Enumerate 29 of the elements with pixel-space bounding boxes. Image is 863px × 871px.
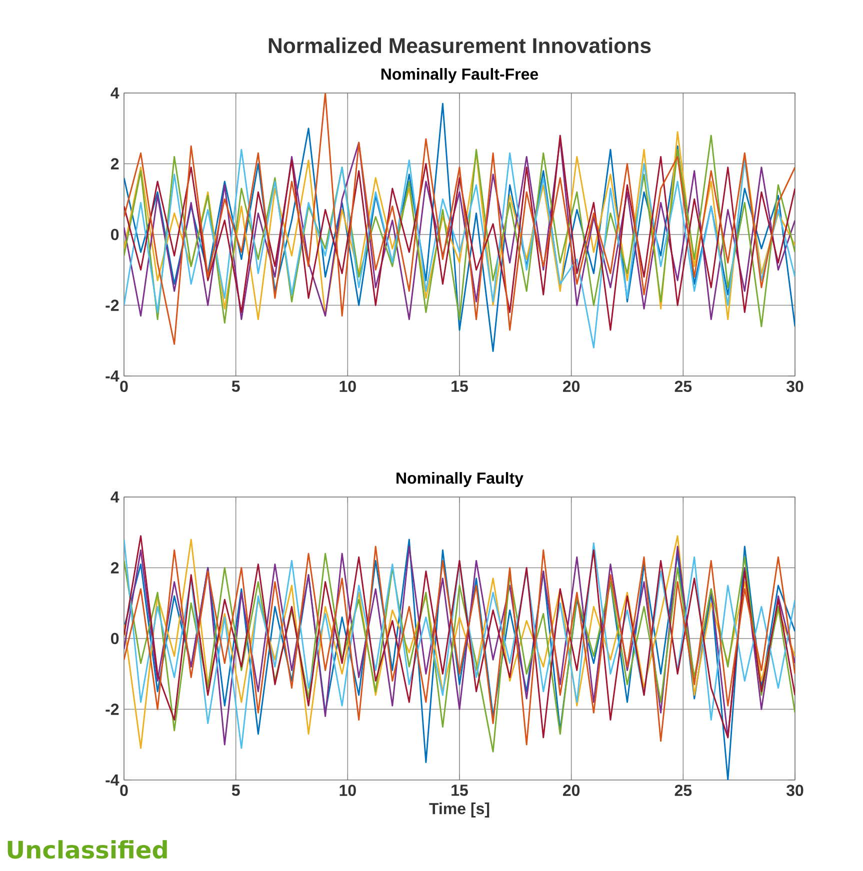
- y-tick-label: 4: [110, 88, 120, 99]
- y-tick-label: 0: [111, 228, 119, 240]
- y-tick-label: -2: [106, 300, 119, 311]
- x-tick-label: 30: [786, 380, 804, 392]
- x-tick-label: 10: [340, 784, 356, 796]
- x-tick-label: 15: [452, 380, 468, 392]
- x-tick-label: 5: [232, 784, 240, 796]
- chart-title: Normalized Measurement Innovations: [268, 38, 651, 54]
- x-axis-title: Time [s]: [429, 802, 490, 818]
- x-tick-label: 0: [120, 380, 128, 392]
- x-tick-label: 25: [674, 380, 692, 392]
- x-tick-label: 30: [786, 784, 804, 796]
- y-tick-label: -4: [106, 774, 120, 786]
- x-tick-label: 25: [674, 784, 692, 796]
- y-tick-label: 0: [111, 632, 119, 644]
- y-tick-label: -2: [106, 704, 119, 715]
- y-tick-label: -4: [106, 370, 120, 382]
- x-tick-label: 5: [232, 380, 240, 392]
- y-tick-label: 2: [110, 158, 119, 170]
- y-tick-label: 2: [110, 562, 119, 574]
- chart-subtitle: Nominally Fault-Free: [381, 68, 538, 83]
- x-tick-label: 0: [120, 784, 128, 796]
- x-tick-label: 15: [452, 784, 468, 796]
- text: Unclassified: [8, 840, 167, 859]
- x-tick-label: 10: [340, 380, 356, 392]
- x-tick-label: 20: [562, 784, 580, 796]
- y-tick-label: 4: [110, 492, 120, 503]
- chart-title: Nominally Faulty: [396, 472, 524, 487]
- x-tick-label: 20: [562, 380, 580, 392]
